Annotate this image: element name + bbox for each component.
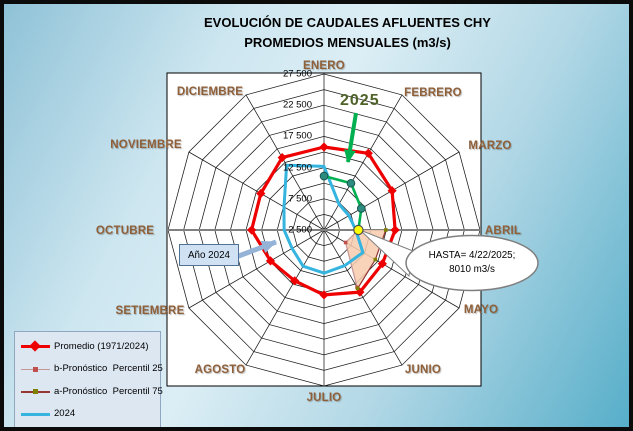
legend-swatch-2024-line-icon (20, 408, 51, 420)
chart-title: EVOLUCIÓN DE CAUDALES AFLUENTES CHY PROM… (66, 13, 629, 52)
chart-title-line2: PROMEDIOS MENSUALES (m3/s) (244, 34, 451, 50)
callout-ellipse (405, 234, 539, 292)
legend-label: a-Pronóstico Percentil 75 (54, 385, 163, 397)
series-2024 (282, 163, 365, 275)
legend-label: b-Pronóstico Percentil 25 (54, 363, 163, 375)
legend-label: Promedio (1971/2024) (54, 340, 149, 352)
legend-item-percentil75: a-Pronóstico Percentil 75 (20, 385, 163, 397)
legend-label: 2024 (54, 408, 76, 420)
series-2025 (323, 174, 363, 231)
legend-swatch-p75-line-icon (20, 385, 51, 397)
series-2025-markers (319, 171, 366, 213)
chart-title-line1: EVOLUCIÓN DE CAUDALES AFLUENTES CHY (204, 15, 491, 30)
legend-item-promedio: Promedio (1971/2024) (20, 340, 158, 352)
legend-item-percentil25: b-Pronóstico Percentil 25 (20, 363, 163, 375)
legend-swatch-p25-line-icon (20, 363, 51, 375)
radar-chart (166, 72, 539, 387)
legend: Promedio (1971/2024) b-Pronóstico Percen… (14, 331, 163, 427)
legend-swatch-promedio-line-icon (20, 340, 51, 352)
blue-arrow-ano-2024 (235, 239, 277, 260)
current-value-marker (353, 224, 364, 236)
legend-item-2024: 2024 (20, 408, 158, 420)
green-arrow-2025 (344, 112, 358, 163)
